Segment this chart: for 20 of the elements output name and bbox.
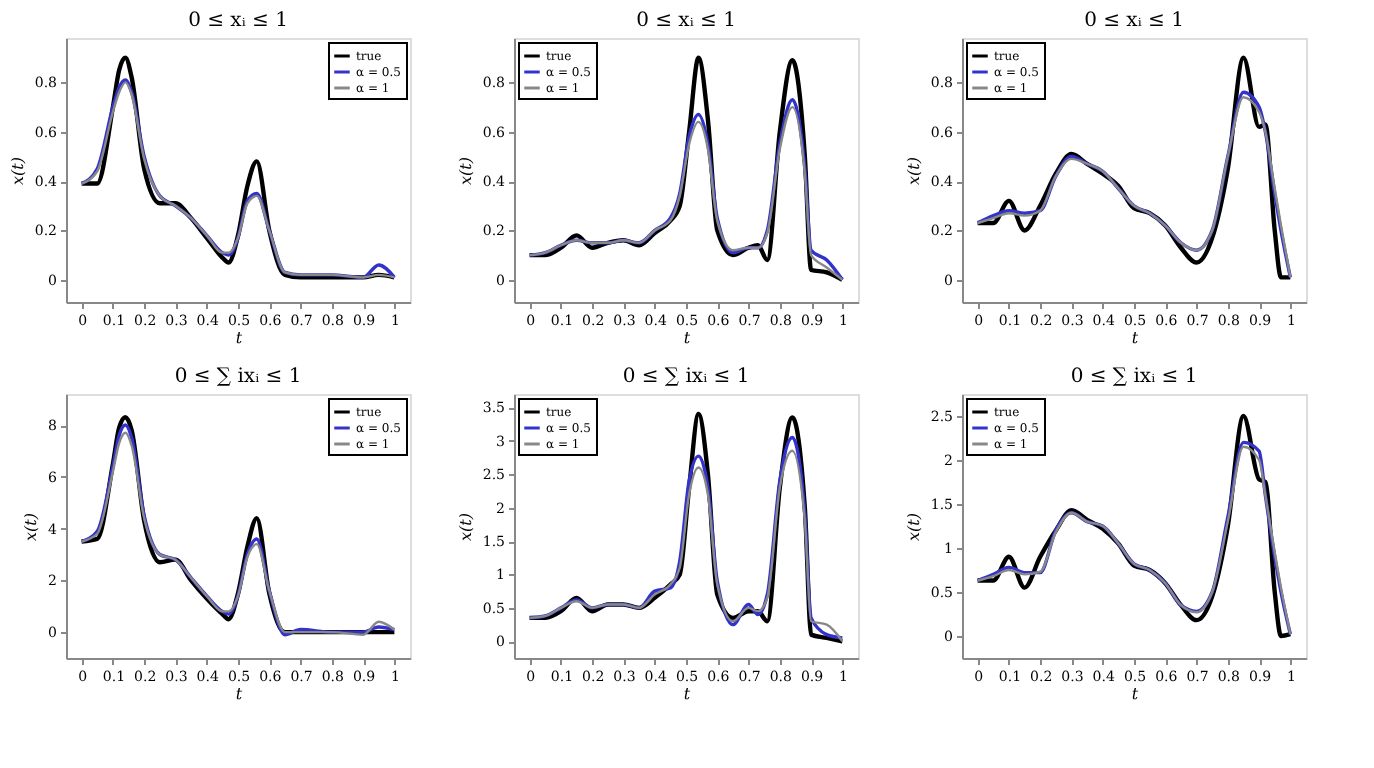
y-axis-title: x(t): [456, 513, 475, 541]
x-axis-title: t: [683, 685, 692, 703]
x-axis-title: t: [1131, 685, 1140, 703]
y-axis-title: x(t): [8, 157, 27, 185]
chart-title: 0 ≤ ∑ ixᵢ ≤ 1: [1070, 366, 1198, 388]
chart-title: 0 ≤ xᵢ ≤ 1: [636, 10, 736, 32]
x-axis-title: t: [235, 685, 244, 703]
chart-title: 0 ≤ xᵢ ≤ 1: [1084, 10, 1184, 32]
x-axis-title: t: [235, 329, 244, 347]
chart-title: 0 ≤ xᵢ ≤ 1: [188, 10, 288, 32]
y-axis-title: x(t): [904, 513, 923, 541]
y-axis-title: x(t): [904, 157, 923, 185]
line-series: [527, 55, 845, 282]
chart-title: 0 ≤ ∑ ixᵢ ≤ 1: [174, 366, 302, 388]
y-axis-title: x(t): [456, 157, 475, 185]
line-series: [975, 55, 1293, 280]
y-axis-title: x(t): [22, 513, 41, 541]
x-axis-title: t: [683, 329, 692, 347]
x-axis-title: t: [1131, 329, 1140, 347]
chart-title: 0 ≤ ∑ ixᵢ ≤ 1: [622, 366, 750, 388]
